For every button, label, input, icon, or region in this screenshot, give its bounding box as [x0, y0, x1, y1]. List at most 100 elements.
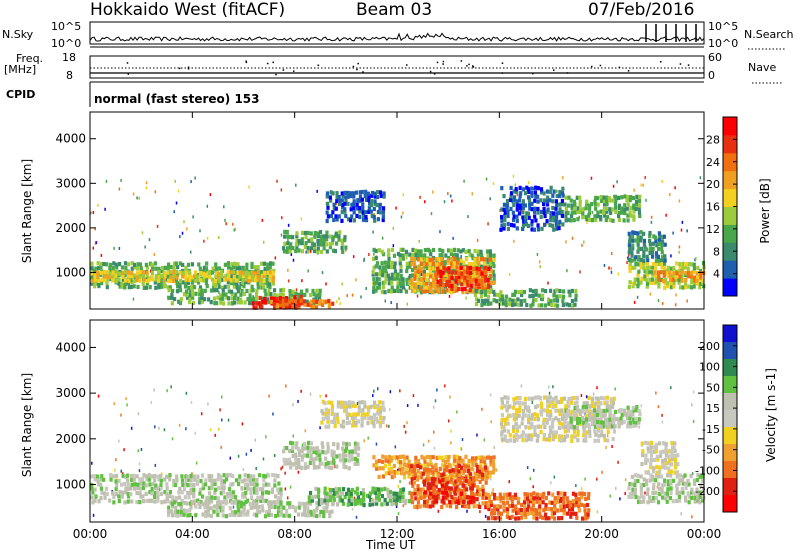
data-cell — [332, 497, 336, 502]
noise-point — [452, 236, 454, 240]
data-cell — [386, 260, 391, 266]
data-cell — [459, 459, 463, 464]
data-cell — [341, 424, 346, 429]
noise-point — [179, 235, 181, 239]
data-cell — [258, 295, 262, 301]
data-cell — [557, 221, 561, 227]
data-cell — [413, 288, 417, 293]
data-cell — [168, 477, 172, 482]
data-cell — [617, 424, 621, 429]
data-cell — [324, 450, 328, 455]
data-cell — [392, 501, 396, 506]
data-cell — [404, 462, 408, 468]
data-cell — [413, 276, 417, 281]
data-cell — [408, 490, 412, 496]
data-cell — [212, 296, 216, 301]
data-cell — [117, 277, 121, 282]
data-cell — [199, 478, 203, 484]
data-cell — [530, 396, 534, 401]
data-cell — [285, 458, 289, 463]
data-cell — [489, 269, 493, 274]
data-cell — [486, 470, 490, 476]
data-cell — [182, 512, 186, 517]
data-cell — [533, 214, 537, 219]
data-cell — [471, 491, 475, 496]
noise-point — [656, 485, 659, 489]
data-cell — [652, 270, 657, 275]
data-cell — [439, 274, 443, 279]
colorbar-tick-label: 15 — [706, 402, 720, 415]
data-cell — [554, 430, 559, 435]
data-cell — [602, 210, 606, 215]
data-cell — [370, 193, 374, 198]
data-cell — [646, 257, 650, 263]
data-cell — [551, 425, 555, 430]
data-cell — [675, 498, 679, 504]
data-cell — [362, 491, 366, 496]
data-cell — [177, 299, 181, 304]
data-cell — [133, 482, 137, 487]
velocity-cbar-label: Velocity [m s-1] — [764, 368, 778, 462]
noise-point — [466, 509, 468, 513]
data-cell — [224, 477, 229, 482]
data-cell — [422, 467, 427, 472]
data-cell — [209, 288, 214, 293]
noise-point — [280, 467, 282, 471]
data-cell — [316, 234, 320, 239]
data-cell — [595, 412, 600, 418]
data-cell — [506, 429, 510, 434]
data-cell — [539, 492, 543, 498]
data-cell — [407, 459, 411, 464]
data-cell — [328, 195, 332, 200]
data-cell — [654, 490, 658, 495]
data-cell — [413, 274, 417, 279]
data-cell — [426, 462, 430, 467]
data-cell — [656, 500, 661, 505]
time-xlabel: Time UT — [366, 538, 416, 552]
data-cell — [476, 281, 480, 287]
data-cell — [226, 280, 230, 285]
noise-point — [203, 239, 205, 243]
data-cell — [460, 275, 464, 280]
data-cell — [667, 449, 671, 454]
colorbar-tick-label: 12 — [706, 223, 720, 236]
data-cell — [348, 218, 353, 223]
data-cell — [293, 506, 298, 511]
data-cell — [472, 278, 476, 283]
data-cell — [355, 202, 359, 207]
data-cell — [603, 417, 608, 422]
data-cell — [419, 471, 423, 476]
data-cell — [281, 305, 286, 310]
data-cell — [256, 281, 260, 286]
station-title: Hokkaido West (fitACF) — [90, 0, 286, 20]
data-cell — [389, 265, 394, 270]
data-cell — [269, 299, 274, 305]
data-cell — [379, 210, 383, 215]
data-cell — [163, 265, 167, 270]
data-cell — [319, 298, 323, 303]
data-cell — [154, 285, 158, 290]
data-cell — [376, 494, 381, 499]
data-cell — [251, 296, 256, 301]
data-cell — [502, 508, 506, 513]
data-cell — [350, 423, 355, 428]
data-cell — [669, 280, 673, 286]
data-cell — [297, 298, 302, 303]
data-cell — [539, 209, 544, 215]
noise-point — [209, 193, 212, 197]
data-cell — [168, 269, 172, 275]
data-cell — [364, 218, 369, 223]
data-cell — [287, 448, 292, 454]
data-cell — [326, 424, 331, 429]
data-cell — [637, 198, 642, 204]
data-cell — [297, 505, 301, 510]
data-cell — [431, 290, 435, 295]
data-cell — [446, 493, 450, 498]
data-cell — [368, 201, 372, 206]
data-cell — [360, 423, 364, 428]
data-cell — [350, 498, 354, 503]
data-cell — [324, 299, 328, 304]
data-cell — [665, 284, 669, 289]
data-cell — [347, 494, 351, 499]
data-cell — [549, 210, 553, 216]
